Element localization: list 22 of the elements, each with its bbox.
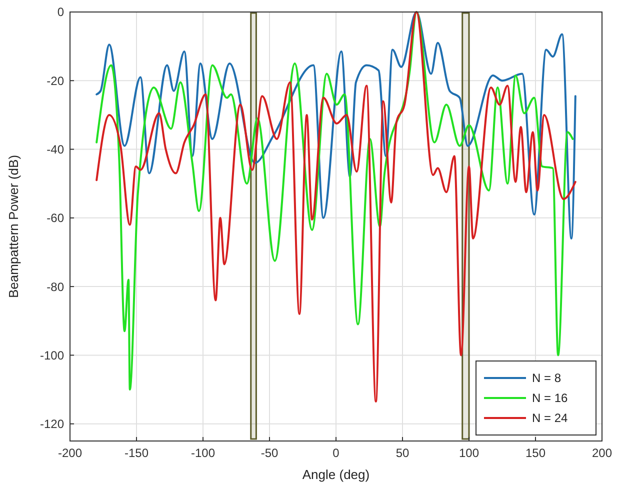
y-tick-label: -100 xyxy=(40,348,64,362)
x-tick-label: 100 xyxy=(458,446,480,460)
y-tick-label: -80 xyxy=(46,280,64,294)
y-tick-label: 0 xyxy=(57,5,64,20)
x-tick-label: -200 xyxy=(58,446,82,460)
y-axis-title: Beampattern Power (dB) xyxy=(6,154,21,298)
y-tick-label: -60 xyxy=(46,211,64,226)
x-axis-title: Angle (deg) xyxy=(302,467,370,482)
legend-label: N = 24 xyxy=(532,411,568,426)
y-tick-label: -20 xyxy=(46,74,64,88)
x-tick-label: -100 xyxy=(190,446,216,460)
y-tick-label: -120 xyxy=(40,417,64,432)
legend-label: N = 16 xyxy=(532,391,568,406)
x-tick-label: 0 xyxy=(332,446,340,460)
y-tick-label: -40 xyxy=(46,142,64,156)
x-tick-label: 150 xyxy=(525,446,546,460)
x-tick-label: 200 xyxy=(592,446,612,460)
line-series xyxy=(96,11,576,240)
x-tick-label: 50 xyxy=(396,446,410,460)
x-tick-label: -50 xyxy=(260,446,278,460)
x-tick-label: -150 xyxy=(124,446,149,460)
legend-label: N = 8 xyxy=(532,371,562,386)
